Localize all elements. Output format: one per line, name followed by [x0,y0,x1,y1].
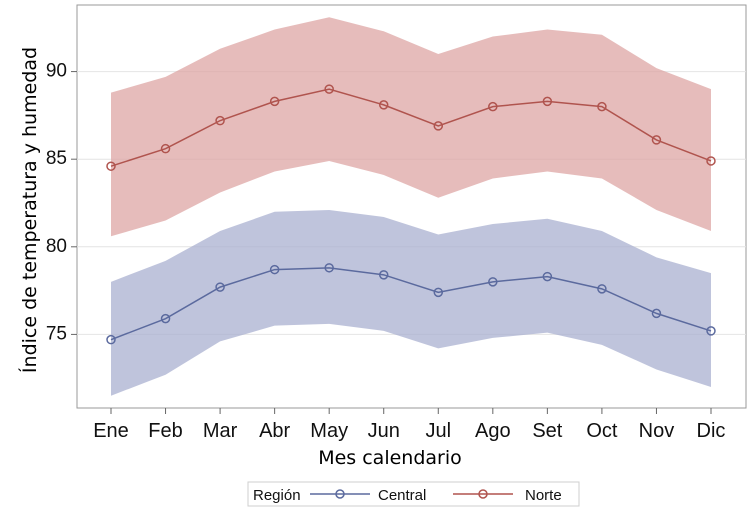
point-norte [488,101,498,112]
point-norte [106,161,116,171]
line-central [110,267,712,341]
band-central [111,210,711,396]
legend-label-norte: Norte [525,487,562,504]
x-tick-label: Dic [697,420,726,442]
y-tick-label: 75 [46,323,67,344]
y-axis-title: Índice de temperatura y humedad [18,47,41,373]
point-norte [651,135,662,145]
point-norte [324,84,334,94]
point-central [597,284,607,294]
point-central [324,263,334,273]
legend-marker-norte [478,489,488,499]
point-norte [160,143,171,154]
point-central [488,277,498,287]
x-tick-label: May [310,420,348,442]
point-norte [378,100,389,110]
x-axis-ticks: Ene Feb Mar Abr May Jun Jul Ago Set Oct Nov Dic [93,408,725,442]
x-tick-label: Oct [586,420,618,442]
point-central [106,334,116,345]
legend-marker-central [335,489,345,499]
point-norte [215,115,225,126]
x-tick-label: Mar [203,420,238,442]
x-tick-label: Abr [259,420,290,442]
line-norte [110,88,712,167]
x-tick-label: Ago [475,420,511,442]
point-central [542,271,553,282]
point-central [651,308,662,319]
x-tick-label: Set [532,420,562,442]
x-tick-label: Jun [368,420,400,442]
point-central [706,326,716,336]
x-tick-label: Nov [639,420,675,442]
y-axis-ticks: 75 80 85 90 [46,61,77,344]
y-tick-label: 80 [46,236,67,257]
point-norte [433,121,444,131]
series-lines [110,88,712,341]
legend-label-central: Central [378,487,426,504]
point-central [378,270,389,280]
point-central [160,313,171,324]
legend-box [247,481,580,507]
point-central [215,282,225,292]
point-norte [542,96,553,107]
band-norte [111,17,711,237]
y-tick-label: 90 [46,61,67,82]
legend: Región Central Norte [247,481,580,507]
point-norte [269,96,280,107]
point-central [433,287,444,298]
point-central [269,264,280,275]
x-tick-label: Feb [148,420,182,442]
y-tick-label: 85 [46,148,67,169]
point-norte [597,101,607,112]
x-tick-label: Jul [425,420,451,442]
x-axis-title: Mes calendario [318,447,462,469]
series-points [106,84,716,345]
point-norte [706,156,716,166]
legend-title: Región [253,487,301,504]
confidence-bands [111,17,711,396]
x-tick-label: Ene [93,420,129,442]
